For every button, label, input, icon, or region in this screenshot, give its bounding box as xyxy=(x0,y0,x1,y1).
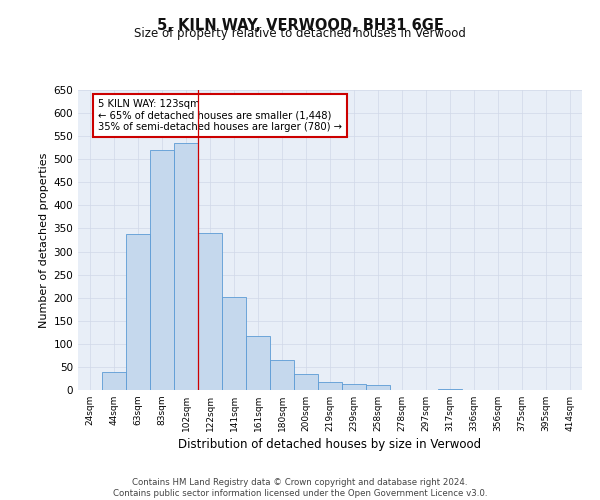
Bar xyxy=(174,142,198,390)
Bar xyxy=(438,388,462,390)
Bar xyxy=(222,297,246,390)
Y-axis label: Number of detached properties: Number of detached properties xyxy=(39,152,49,328)
Bar xyxy=(294,374,318,390)
Bar xyxy=(366,386,390,390)
Bar xyxy=(342,384,366,390)
Text: Contains HM Land Registry data © Crown copyright and database right 2024.
Contai: Contains HM Land Registry data © Crown c… xyxy=(113,478,487,498)
Text: 5, KILN WAY, VERWOOD, BH31 6GE: 5, KILN WAY, VERWOOD, BH31 6GE xyxy=(157,18,443,32)
Text: 5 KILN WAY: 123sqm
← 65% of detached houses are smaller (1,448)
35% of semi-deta: 5 KILN WAY: 123sqm ← 65% of detached hou… xyxy=(98,99,342,132)
Bar xyxy=(246,336,270,390)
Bar xyxy=(270,360,294,390)
Bar xyxy=(126,234,150,390)
Bar xyxy=(102,372,126,390)
X-axis label: Distribution of detached houses by size in Verwood: Distribution of detached houses by size … xyxy=(178,438,482,451)
Bar xyxy=(150,150,174,390)
Text: Size of property relative to detached houses in Verwood: Size of property relative to detached ho… xyxy=(134,28,466,40)
Bar xyxy=(318,382,342,390)
Bar xyxy=(198,233,222,390)
